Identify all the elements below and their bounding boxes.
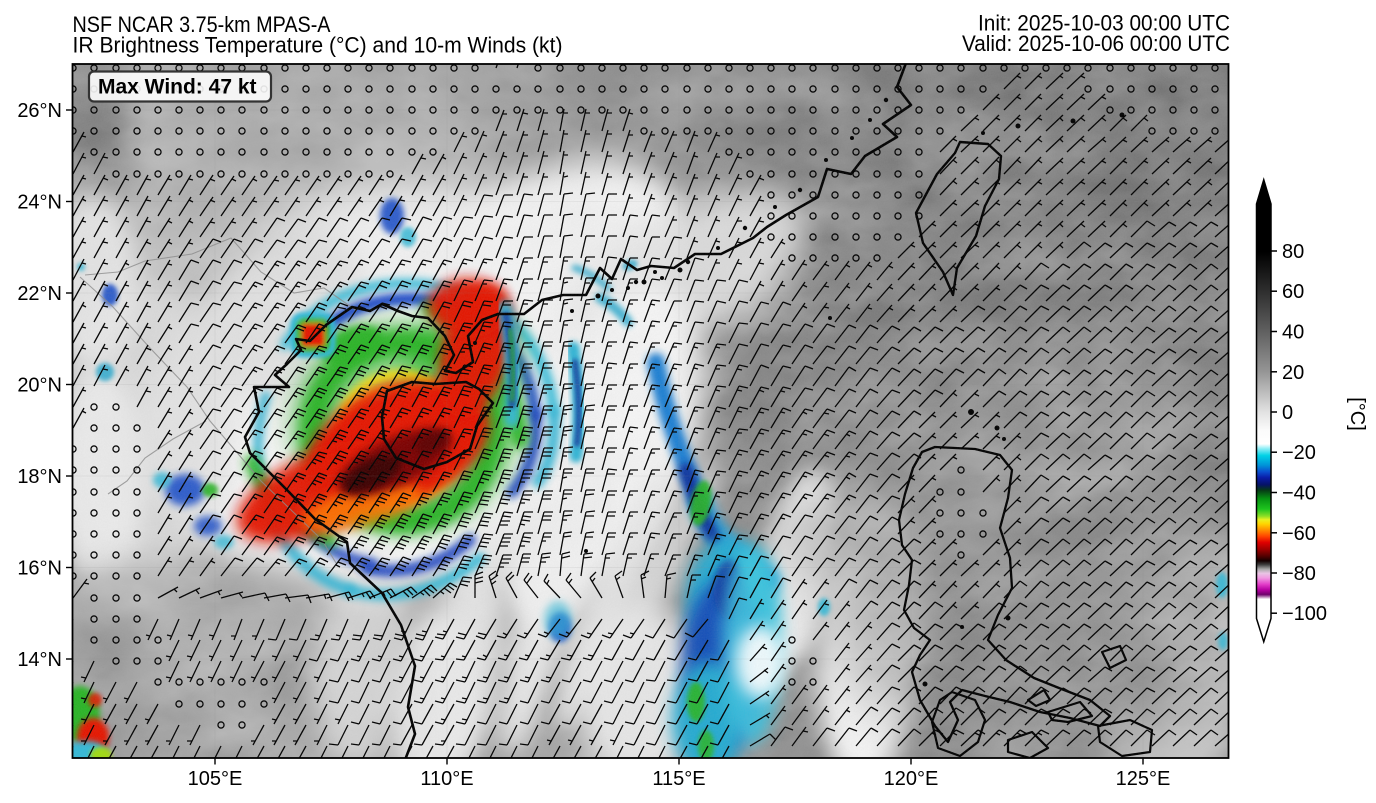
svg-text:−20: −20	[1282, 442, 1316, 464]
svg-text:120°E: 120°E	[884, 768, 939, 790]
svg-text:16°N: 16°N	[17, 558, 62, 580]
svg-text:NSF NCAR 3.75-km MPAS-A: NSF NCAR 3.75-km MPAS-A	[73, 12, 331, 37]
svg-text:20°N: 20°N	[17, 375, 62, 397]
svg-text:125°E: 125°E	[1116, 768, 1171, 790]
svg-text:40: 40	[1282, 322, 1304, 344]
svg-text:24°N: 24°N	[17, 192, 62, 214]
svg-text:Init: 2025-10-03 00:00 UTC: Init: 2025-10-03 00:00 UTC	[978, 11, 1230, 36]
svg-text:20: 20	[1282, 362, 1304, 384]
svg-text:22°N: 22°N	[17, 283, 62, 305]
svg-text:80: 80	[1282, 241, 1304, 263]
svg-text:105°E: 105°E	[188, 768, 243, 790]
svg-text:115°E: 115°E	[652, 768, 705, 790]
svg-text:26°N: 26°N	[17, 100, 62, 122]
svg-text:Valid: 2025-10-06 00:00 UTC: Valid: 2025-10-06 00:00 UTC	[962, 31, 1230, 56]
svg-text:IR Brightness Temperature (°C): IR Brightness Temperature (°C) and 10-m …	[73, 32, 563, 57]
svg-text:0: 0	[1282, 402, 1293, 424]
svg-text:−60: −60	[1282, 523, 1316, 545]
svg-text:110°E: 110°E	[420, 768, 473, 790]
svg-text:−100: −100	[1282, 603, 1327, 625]
svg-text:60: 60	[1282, 281, 1304, 303]
svg-text:−40: −40	[1282, 483, 1316, 505]
svg-text:−80: −80	[1282, 563, 1316, 585]
svg-text:18°N: 18°N	[17, 466, 62, 488]
svg-text:Max Wind: 47 kt: Max Wind: 47 kt	[98, 76, 257, 99]
svg-text:14°N: 14°N	[17, 649, 62, 671]
svg-text:[°C]: [°C]	[1346, 397, 1368, 431]
